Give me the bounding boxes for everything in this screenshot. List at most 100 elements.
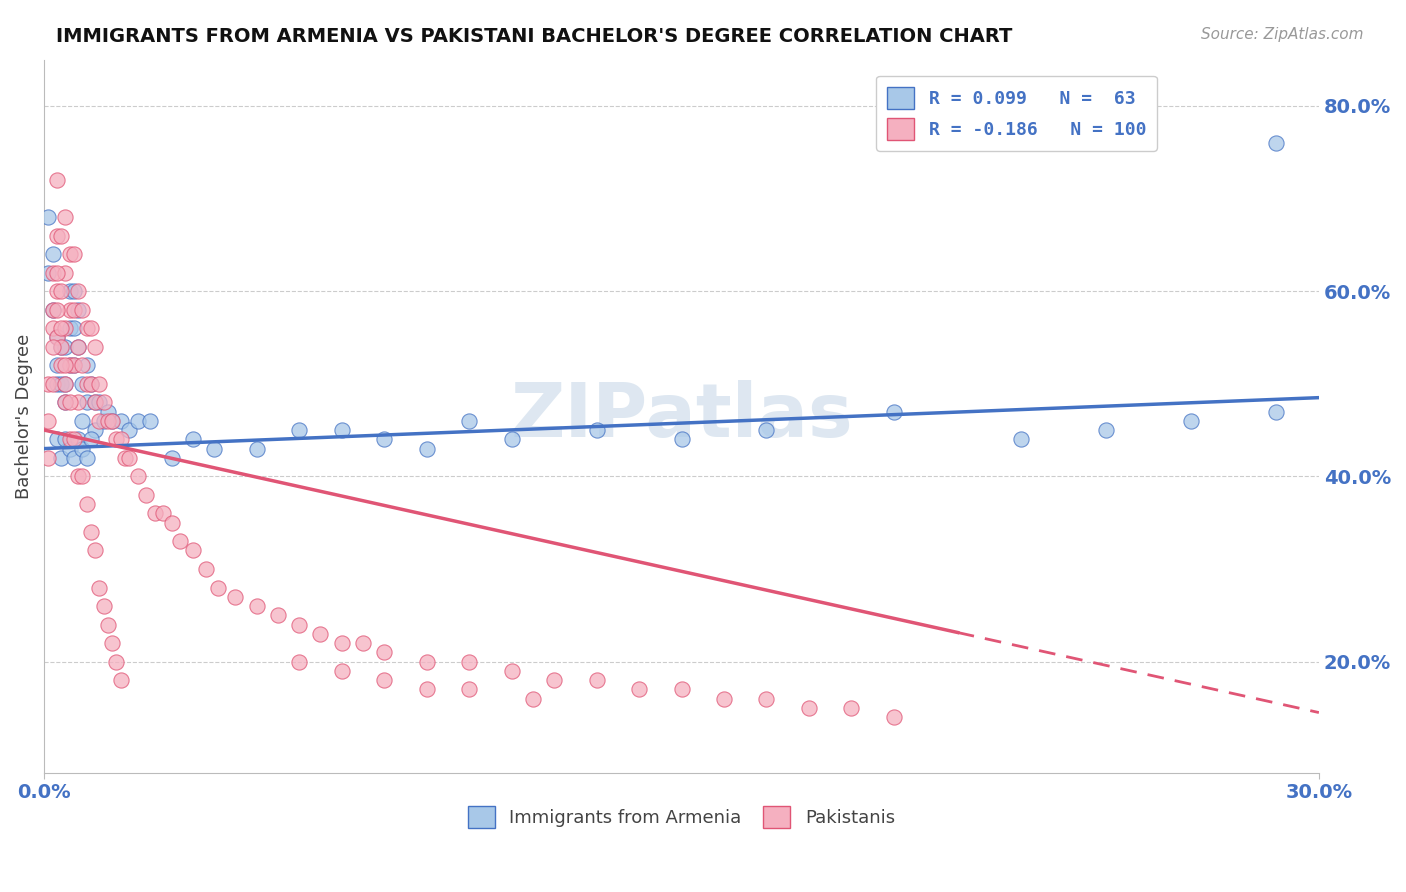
Point bbox=[53, 358, 76, 372]
Point bbox=[713, 691, 735, 706]
Point bbox=[245, 442, 267, 456]
Point bbox=[458, 655, 481, 669]
Point bbox=[63, 321, 86, 335]
Point bbox=[41, 376, 63, 391]
Point bbox=[755, 691, 778, 706]
Point bbox=[76, 376, 98, 391]
Point bbox=[169, 534, 191, 549]
Point bbox=[97, 414, 120, 428]
Point bbox=[207, 581, 229, 595]
Point bbox=[37, 266, 59, 280]
Point bbox=[1265, 404, 1288, 418]
Point bbox=[118, 423, 141, 437]
Point bbox=[267, 608, 290, 623]
Point bbox=[841, 701, 863, 715]
Point bbox=[41, 266, 63, 280]
Point bbox=[288, 655, 311, 669]
Point bbox=[45, 330, 67, 344]
Point bbox=[63, 358, 86, 372]
Point bbox=[41, 340, 63, 354]
Point bbox=[53, 340, 76, 354]
Point bbox=[93, 395, 115, 409]
Point bbox=[1180, 414, 1202, 428]
Point bbox=[194, 562, 217, 576]
Point bbox=[72, 414, 94, 428]
Point bbox=[93, 599, 115, 613]
Point bbox=[72, 358, 94, 372]
Point bbox=[755, 423, 778, 437]
Point bbox=[84, 423, 107, 437]
Point bbox=[1265, 136, 1288, 150]
Point bbox=[80, 376, 103, 391]
Point bbox=[72, 442, 94, 456]
Point bbox=[415, 442, 437, 456]
Point bbox=[63, 247, 86, 261]
Point bbox=[883, 404, 905, 418]
Point bbox=[59, 358, 82, 372]
Point bbox=[415, 682, 437, 697]
Point bbox=[101, 636, 124, 650]
Legend: Immigrants from Armenia, Pakistanis: Immigrants from Armenia, Pakistanis bbox=[461, 798, 903, 835]
Point bbox=[63, 358, 86, 372]
Point bbox=[160, 516, 183, 530]
Point bbox=[37, 210, 59, 224]
Point bbox=[41, 302, 63, 317]
Point bbox=[53, 395, 76, 409]
Point bbox=[80, 524, 103, 539]
Point bbox=[76, 450, 98, 465]
Point bbox=[101, 414, 124, 428]
Point bbox=[101, 414, 124, 428]
Point bbox=[63, 284, 86, 298]
Point bbox=[84, 395, 107, 409]
Point bbox=[76, 358, 98, 372]
Point bbox=[114, 450, 136, 465]
Point bbox=[72, 302, 94, 317]
Point bbox=[89, 376, 111, 391]
Point bbox=[143, 507, 166, 521]
Point bbox=[76, 321, 98, 335]
Point bbox=[522, 691, 544, 706]
Point bbox=[135, 488, 157, 502]
Point bbox=[97, 617, 120, 632]
Point bbox=[49, 284, 72, 298]
Point bbox=[585, 423, 607, 437]
Point bbox=[105, 433, 128, 447]
Point bbox=[59, 358, 82, 372]
Point bbox=[883, 710, 905, 724]
Point bbox=[458, 682, 481, 697]
Point bbox=[53, 266, 76, 280]
Point bbox=[45, 173, 67, 187]
Point bbox=[152, 507, 174, 521]
Point bbox=[59, 395, 82, 409]
Point bbox=[59, 284, 82, 298]
Point bbox=[49, 358, 72, 372]
Point bbox=[97, 404, 120, 418]
Point bbox=[373, 673, 395, 687]
Point bbox=[105, 655, 128, 669]
Point bbox=[127, 414, 149, 428]
Point bbox=[76, 395, 98, 409]
Point bbox=[45, 330, 67, 344]
Point bbox=[45, 376, 67, 391]
Point bbox=[49, 228, 72, 243]
Point bbox=[37, 450, 59, 465]
Point bbox=[67, 433, 90, 447]
Point bbox=[49, 340, 72, 354]
Point bbox=[67, 340, 90, 354]
Point bbox=[585, 673, 607, 687]
Point bbox=[63, 450, 86, 465]
Point bbox=[49, 450, 72, 465]
Y-axis label: Bachelor's Degree: Bachelor's Degree bbox=[15, 334, 32, 499]
Point bbox=[59, 302, 82, 317]
Point bbox=[45, 302, 67, 317]
Point bbox=[110, 673, 132, 687]
Point bbox=[49, 340, 72, 354]
Point bbox=[53, 433, 76, 447]
Point bbox=[543, 673, 565, 687]
Point bbox=[80, 433, 103, 447]
Point bbox=[181, 543, 204, 558]
Point bbox=[501, 664, 523, 678]
Point bbox=[59, 442, 82, 456]
Point bbox=[89, 581, 111, 595]
Point bbox=[797, 701, 820, 715]
